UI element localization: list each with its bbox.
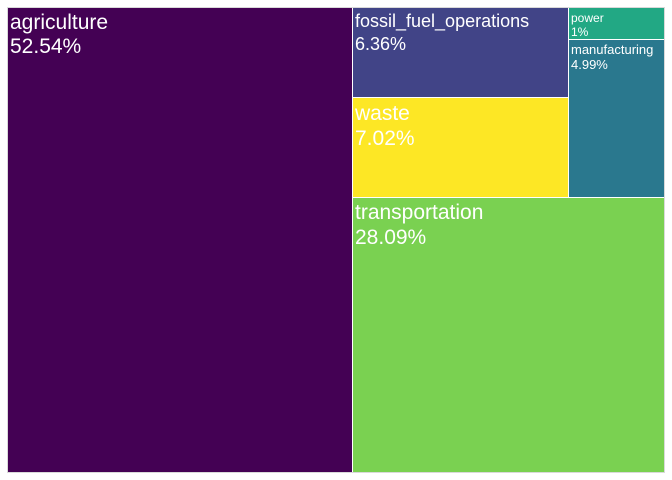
- tile-agriculture-value: 52.54%: [10, 35, 81, 58]
- treemap-border: [7, 7, 665, 473]
- tile-waste: [352, 97, 569, 198]
- tile-transportation-name: transportation: [355, 201, 483, 224]
- tile-waste-value: 7.02%: [355, 127, 415, 150]
- tile-transportation-value: 28.09%: [355, 226, 426, 249]
- tile-power-value: 1%: [571, 25, 589, 39]
- tile-fossil-fuel-operations-name: fossil_fuel_operations: [355, 11, 529, 32]
- tile-fossil-fuel-operations-value: 6.36%: [355, 34, 406, 54]
- tile-manufacturing: [568, 39, 665, 198]
- tile-agriculture: [7, 7, 353, 473]
- tile-manufacturing-value: 4.99%: [571, 57, 608, 72]
- tile-waste-name: waste: [354, 102, 410, 125]
- tile-agriculture-name: agriculture: [10, 11, 108, 34]
- tile-power-name: power: [571, 11, 604, 25]
- tile-power: [568, 7, 665, 40]
- tile-manufacturing-name: manufacturing: [571, 42, 653, 57]
- tile-transportation: [352, 197, 665, 473]
